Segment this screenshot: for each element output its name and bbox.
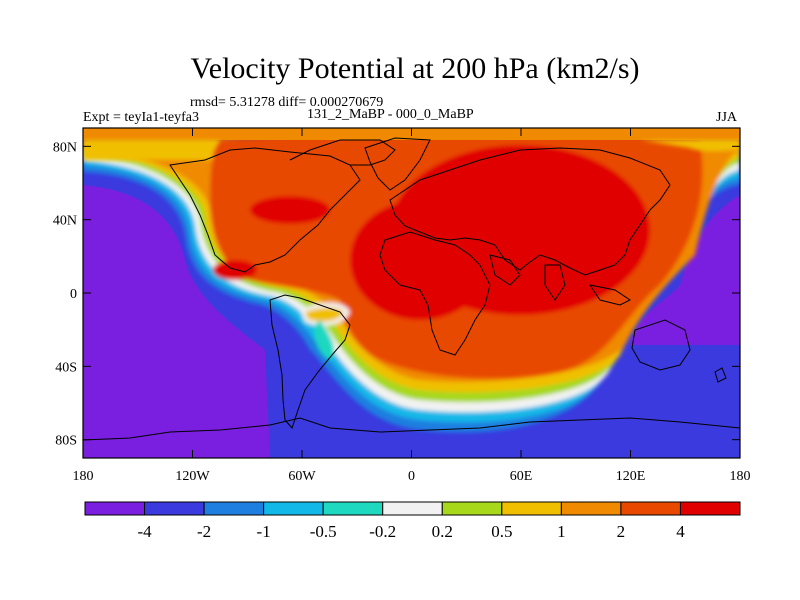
lon-tick-label: 180 [730,469,751,484]
season-label: JJA [716,110,738,125]
map-fill [83,128,740,458]
colorbar-swatch [382,501,443,516]
lon-tick-label: 120W [175,469,210,484]
colorbar-swatch [144,501,205,516]
colorbar-label: -1 [257,522,271,541]
colorbar-swatch [203,501,265,516]
colorbar-swatch [263,501,324,516]
latitude-axis: 80N 40N 0 40S 80S [53,140,740,449]
experiment-label: Expt = teyIa1-teyfa3 [83,110,199,125]
colorbar-swatch [620,501,681,516]
colorbar-label: -0.2 [369,522,396,541]
colorbar-label: 0.5 [491,522,512,541]
longitude-axis: 180 120W 60W 0 60E 120E 180 [73,128,751,484]
colorbar: -4 -2 -1 -0.5 -0.2 0.2 0.5 1 2 4 [84,501,741,541]
lon-tick-label: 0 [408,469,415,484]
colorbar-swatch [501,501,562,516]
colorbar-swatch [441,501,503,516]
colorbar-label: -4 [137,522,152,541]
lon-tick-label: 180 [73,469,94,484]
colorbar-swatch [84,501,146,516]
coastlines [83,137,740,441]
lat-tick-label: 80S [55,434,77,449]
figure-title: Velocity Potential at 200 hPa (km2/s) [190,52,640,85]
colorbar-swatch [322,501,384,516]
lon-tick-label: 60E [510,469,533,484]
colorbar-label: 1 [557,522,566,541]
lon-tick-label: 120E [616,469,646,484]
colorbar-label: 4 [676,522,685,541]
lon-tick-label: 60W [288,469,316,484]
stats-label: rmsd= 5.31278 diff= 0.000270679 [190,95,384,110]
colorbar-swatch [679,501,741,516]
colorbar-label: -2 [197,522,211,541]
period-label: 131_2_MaBP - 000_0_MaBP [307,107,474,122]
lat-tick-label: 80N [53,140,77,155]
lat-tick-label: 40N [53,214,77,229]
colorbar-label: 0.2 [432,522,453,541]
lat-tick-label: 0 [70,287,77,302]
colorbar-label: 2 [617,522,626,541]
colorbar-swatch [560,501,622,516]
colorbar-label: -0.5 [310,522,337,541]
lat-tick-label: 40S [55,360,77,375]
